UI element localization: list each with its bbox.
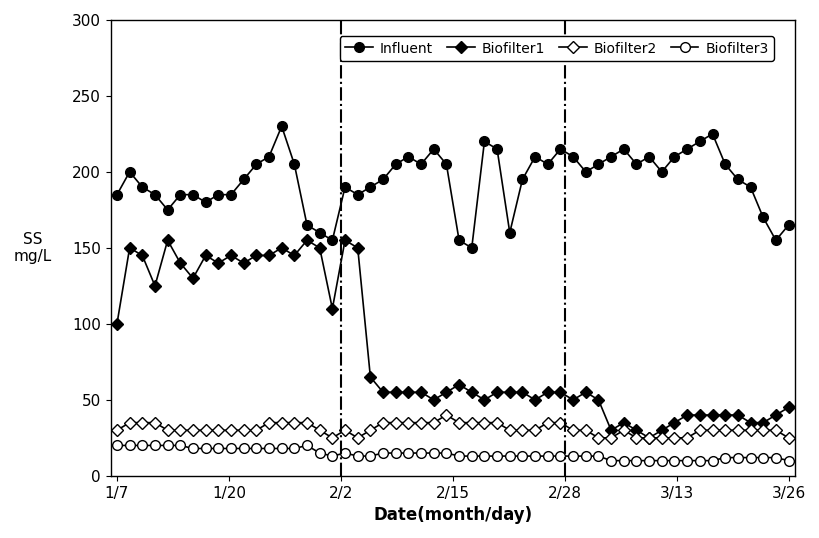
Biofilter2 bbox=[441, 412, 450, 418]
Line: Biofilter1: Biofilter1 bbox=[113, 236, 792, 442]
Biofilter2 bbox=[226, 427, 236, 434]
Biofilter1 bbox=[378, 389, 387, 395]
Biofilter2 bbox=[505, 427, 514, 434]
Biofilter1 bbox=[517, 389, 527, 395]
Biofilter1 bbox=[783, 404, 793, 410]
Biofilter1 bbox=[530, 397, 540, 403]
Biofilter2 bbox=[378, 420, 387, 426]
Influent bbox=[593, 161, 603, 167]
Influent bbox=[783, 222, 793, 228]
Influent bbox=[530, 153, 540, 160]
Biofilter2 bbox=[327, 435, 337, 441]
Influent bbox=[378, 176, 387, 183]
Influent bbox=[542, 161, 552, 167]
Biofilter3 bbox=[479, 453, 489, 459]
Biofilter2 bbox=[593, 435, 603, 441]
Biofilter3 bbox=[605, 457, 615, 464]
Influent bbox=[226, 192, 236, 198]
Biofilter1 bbox=[238, 260, 248, 266]
Biofilter3 bbox=[517, 453, 527, 459]
Influent bbox=[466, 245, 476, 251]
Biofilter1 bbox=[644, 435, 654, 441]
Biofilter3 bbox=[568, 453, 577, 459]
Legend: Influent, Biofilter1, Biofilter2, Biofilter3: Influent, Biofilter1, Biofilter2, Biofil… bbox=[339, 36, 773, 61]
Biofilter1 bbox=[162, 237, 172, 244]
Biofilter3 bbox=[783, 457, 793, 464]
Biofilter1 bbox=[491, 389, 501, 395]
Biofilter3 bbox=[365, 453, 375, 459]
Influent bbox=[505, 229, 514, 236]
Biofilter3 bbox=[505, 453, 514, 459]
Biofilter3 bbox=[226, 445, 236, 452]
Biofilter2 bbox=[542, 420, 552, 426]
Influent bbox=[277, 123, 287, 130]
Line: Biofilter3: Biofilter3 bbox=[112, 441, 793, 465]
Biofilter1 bbox=[112, 321, 122, 327]
Biofilter2 bbox=[783, 435, 793, 441]
Biofilter2 bbox=[530, 427, 540, 434]
Line: Influent: Influent bbox=[112, 122, 793, 253]
Line: Biofilter2: Biofilter2 bbox=[113, 411, 792, 442]
Biofilter2 bbox=[112, 427, 122, 434]
Y-axis label: SS
mg/L: SS mg/L bbox=[14, 232, 52, 264]
Biofilter1 bbox=[580, 389, 590, 395]
X-axis label: Date(month/day): Date(month/day) bbox=[373, 506, 532, 524]
Influent bbox=[112, 192, 122, 198]
Biofilter3 bbox=[112, 442, 122, 449]
